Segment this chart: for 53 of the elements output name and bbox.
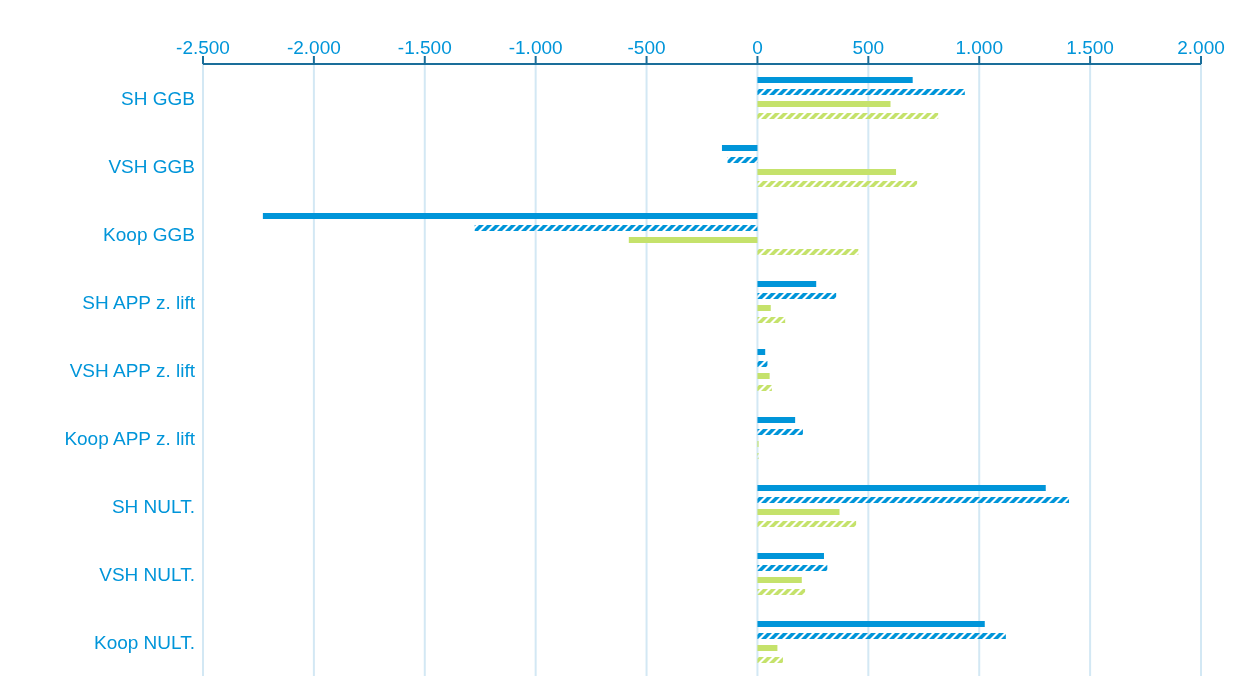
bar [757,281,817,287]
bar [757,657,783,663]
bar [757,181,918,187]
bar [757,305,771,311]
x-tick-label: 1.500 [1066,37,1114,58]
bar [474,225,758,231]
bar [757,169,897,175]
x-tick-label: 0 [752,37,763,58]
bar [757,293,837,299]
bar [757,565,828,571]
x-tick-label: -2.500 [176,37,230,58]
bar [628,237,758,243]
bar [757,553,824,559]
y-tick-label: VSH GGB [108,155,195,177]
bar [757,317,786,323]
x-tick-label: -2.000 [286,37,341,58]
y-tick-label: Koop APP z. lift [64,427,196,449]
bar [757,497,1070,503]
bar [262,213,758,219]
y-tick-label: Koop GGB [103,223,195,245]
bar [757,633,1006,639]
bar [757,385,772,391]
x-tick-label: 1.000 [955,37,1003,58]
x-tick-label: 500 [852,37,885,58]
bar [757,113,939,119]
bar [757,101,891,107]
bar [757,249,859,255]
x-tick-label: -1.000 [508,37,563,58]
y-tick-label: SH NULT. [111,495,195,517]
bar [757,521,857,527]
bar [757,485,1046,491]
bar [757,509,840,515]
bar [757,361,768,367]
bar [757,89,965,95]
bar [727,157,758,163]
bar [757,373,770,379]
x-tick-label: 2.000 [1177,37,1225,58]
y-tick-label: VSH NULT. [99,563,195,585]
bar [721,145,758,151]
y-tick-label: Koop NULT. [93,631,195,653]
x-tick-label: -500 [627,37,666,58]
bar [757,621,985,627]
bar [757,77,913,83]
x-tick-label: -1.500 [397,37,452,58]
bar [757,577,802,583]
y-tick-label: SH GGB [121,87,195,109]
bar [757,349,766,355]
y-tick-label: SH APP z. lift [82,291,196,313]
bar [757,645,778,651]
bar [757,417,796,423]
y-tick-label: VSH APP z. lift [69,359,196,381]
bar [757,589,806,595]
bar [757,429,803,435]
